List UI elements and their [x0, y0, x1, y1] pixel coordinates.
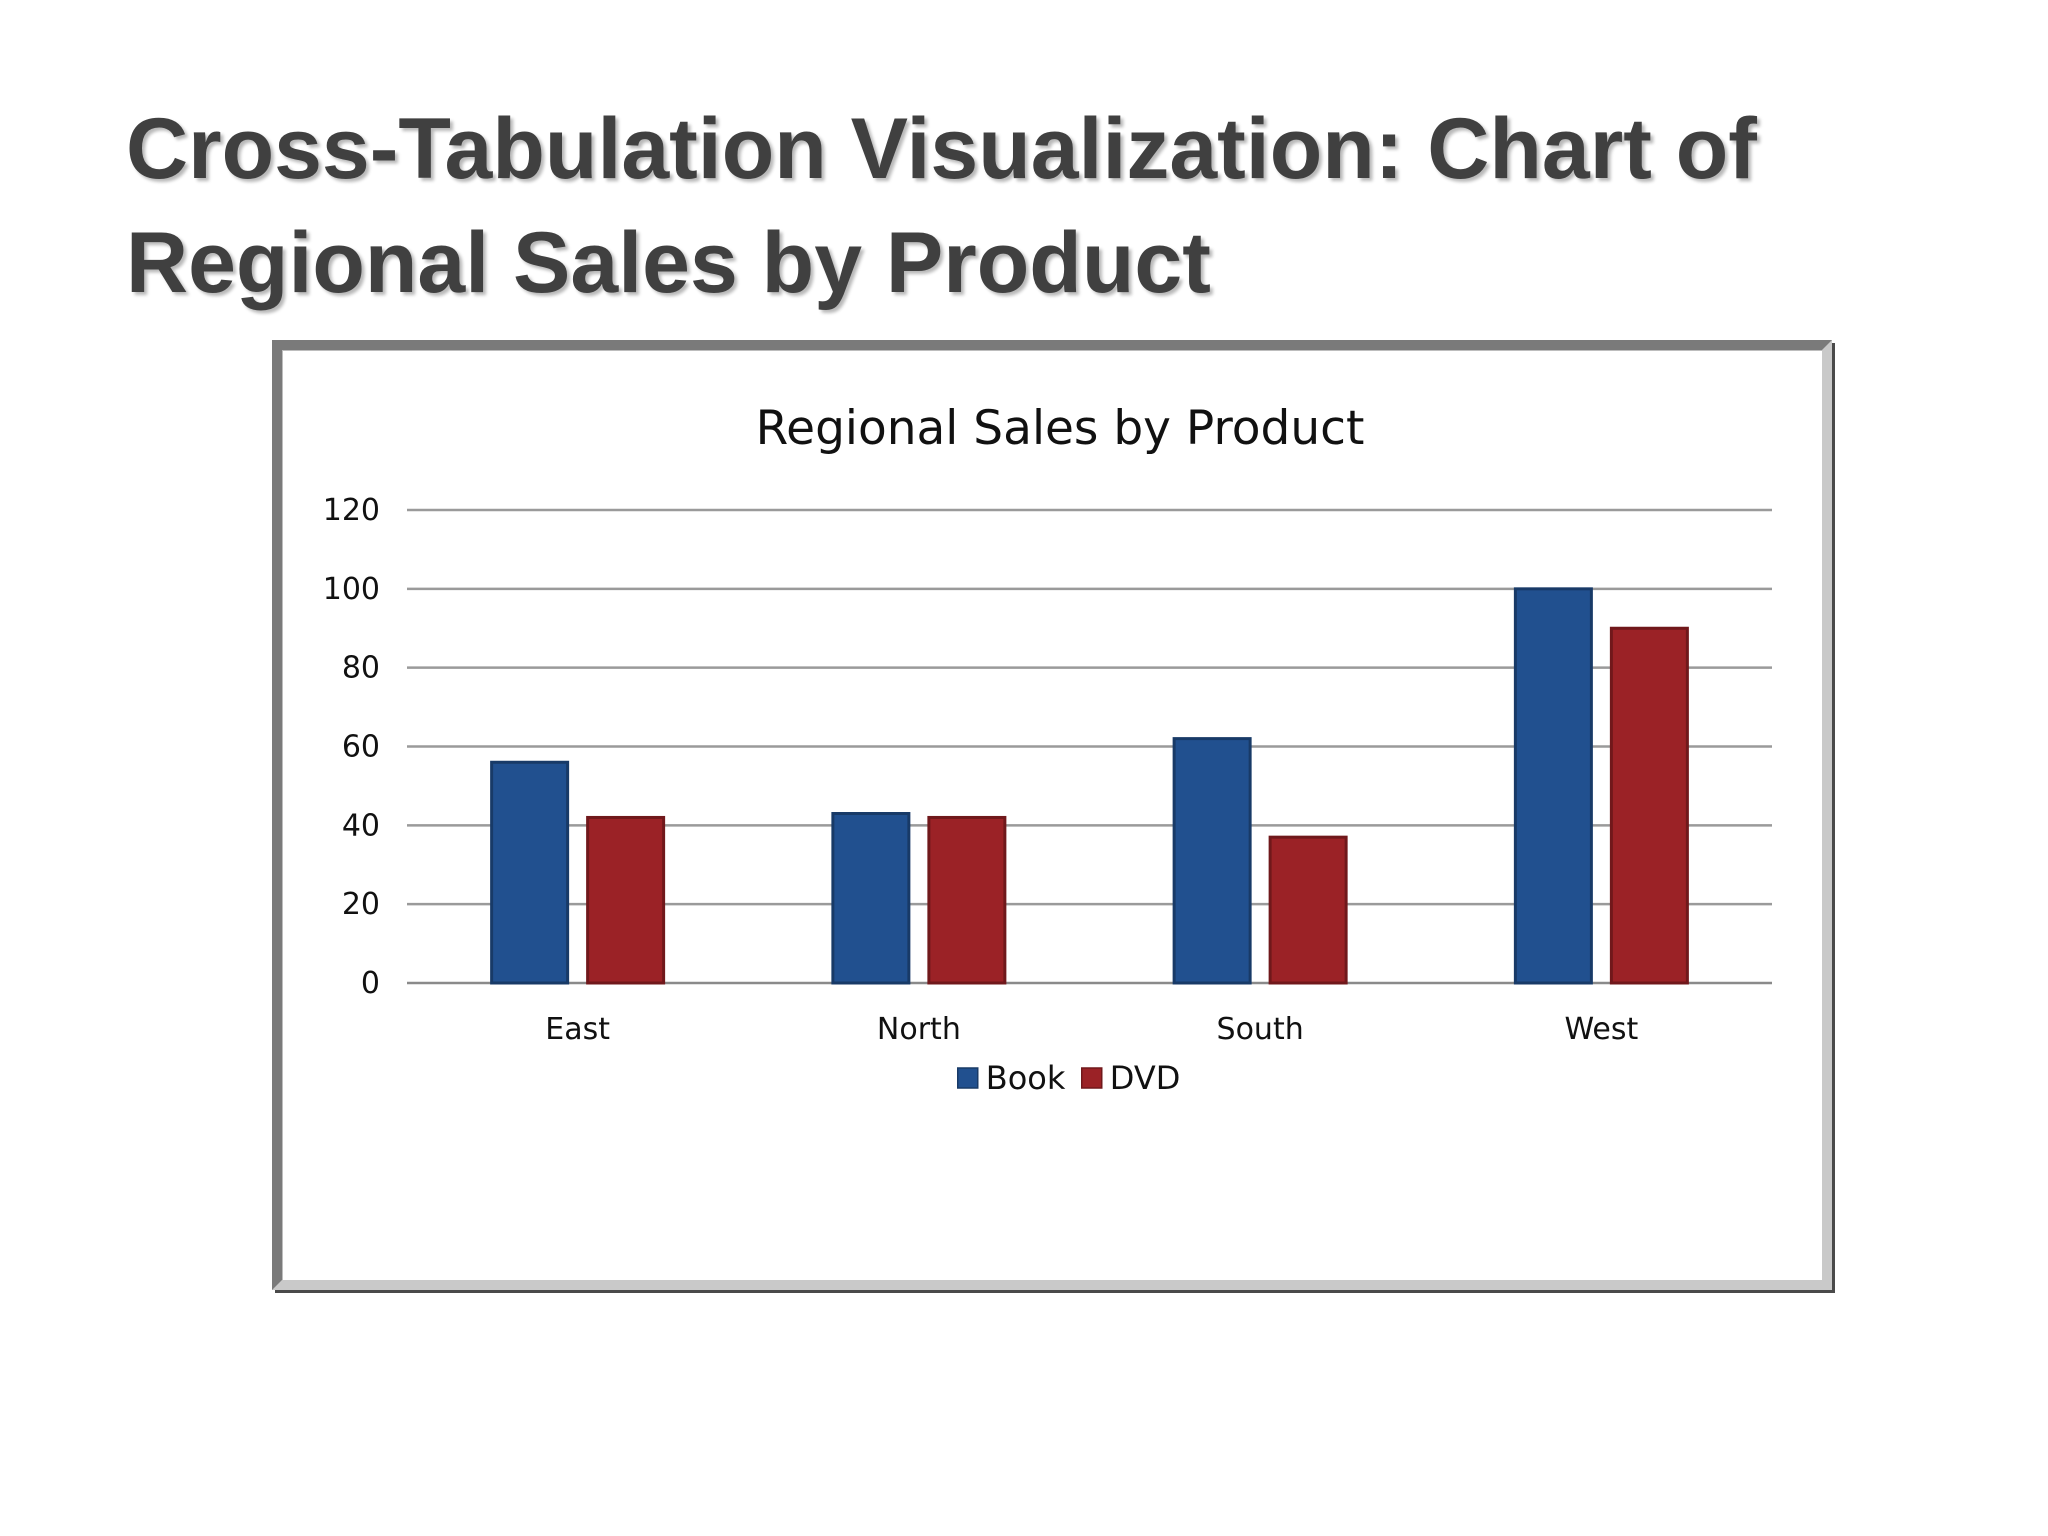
- y-tick-label: 120: [323, 493, 380, 528]
- x-tick-label: West: [1564, 1012, 1638, 1047]
- legend-label-book: Book: [986, 1059, 1066, 1097]
- slide-title: Cross-Tabulation Visualization: Chart of…: [126, 101, 1757, 311]
- bars: [490, 587, 1689, 985]
- bar-book-south: [1172, 737, 1252, 985]
- y-tick-label: 0: [361, 966, 380, 1001]
- y-tick-label: 60: [342, 730, 380, 765]
- x-tick-label: South: [1217, 1012, 1304, 1047]
- y-axis-ticks: 0 20 40 60 80 100 120: [323, 493, 380, 1001]
- x-tick-label: North: [877, 1012, 961, 1047]
- x-axis-ticks: East North South West: [545, 1012, 1638, 1047]
- chart-frame: Regional Sales by Product 0 20 40 60 80 100 12…: [272, 340, 1832, 1290]
- y-tick-label: 20: [342, 887, 380, 922]
- legend-swatch-dvd: [1081, 1067, 1103, 1089]
- legend: Book DVD: [957, 1059, 1181, 1097]
- bar-book-west: [1513, 587, 1593, 985]
- bar-chart: Regional Sales by Product 0 20 40 60 80 100 12…: [323, 401, 1772, 1097]
- bar-dvd-west: [1609, 626, 1689, 985]
- y-tick-label: 100: [323, 572, 380, 607]
- y-tick-label: 80: [342, 651, 380, 686]
- x-tick-label: East: [545, 1012, 610, 1047]
- chart-title: Regional Sales by Product: [756, 401, 1365, 456]
- legend-label-dvd: DVD: [1110, 1059, 1181, 1097]
- y-tick-label: 40: [342, 808, 380, 843]
- bar-book-north: [831, 812, 911, 985]
- bar-book-east: [490, 760, 570, 985]
- bar-dvd-east: [586, 815, 666, 985]
- bar-dvd-south: [1268, 835, 1348, 985]
- legend-swatch-book: [957, 1067, 979, 1089]
- bar-dvd-north: [927, 815, 1007, 985]
